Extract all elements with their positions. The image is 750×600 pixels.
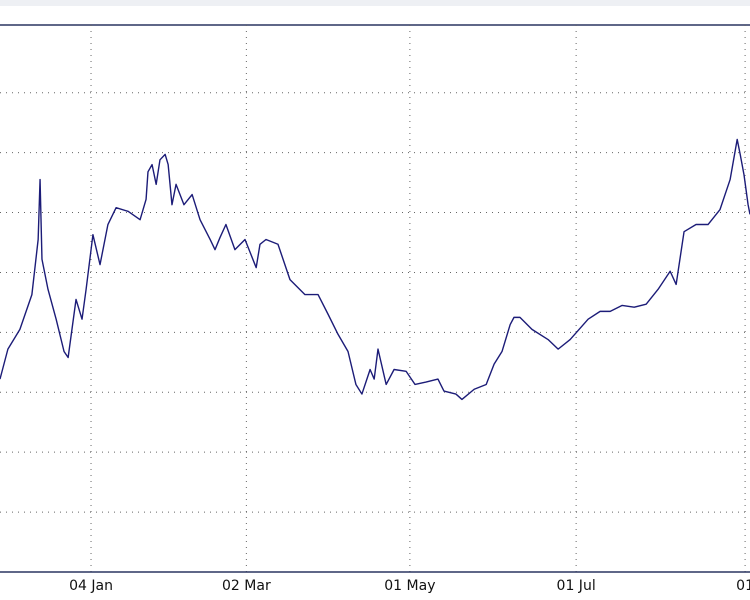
x-tick-label: 02 Mar xyxy=(222,578,271,594)
x-tick-label: 01 May xyxy=(384,578,435,594)
series-line xyxy=(0,138,750,401)
plot xyxy=(0,138,750,401)
top-strip xyxy=(0,0,750,6)
x-tick-label: 01 Jul xyxy=(557,578,596,594)
x-tick-label: 04 Jan xyxy=(69,578,113,594)
grid xyxy=(0,25,750,572)
x-labels: 04 Jan 02 Mar 01 May 01 Jul 01 xyxy=(69,578,750,594)
x-tick-label: 01 xyxy=(736,578,750,594)
